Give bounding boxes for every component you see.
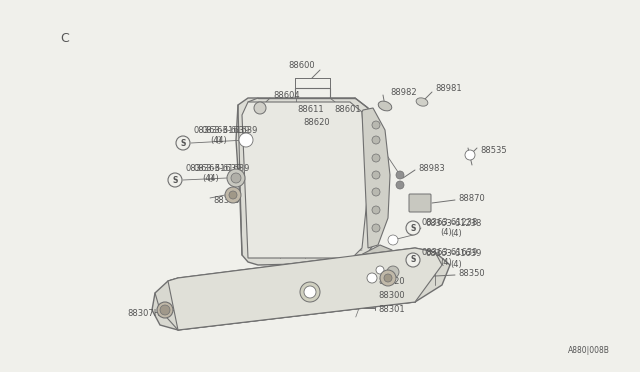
Circle shape — [168, 173, 182, 187]
Circle shape — [367, 273, 377, 283]
Circle shape — [239, 133, 253, 147]
Text: S: S — [410, 256, 416, 264]
Circle shape — [300, 282, 320, 302]
Circle shape — [229, 191, 237, 199]
Circle shape — [225, 187, 241, 203]
Text: 88981: 88981 — [435, 83, 461, 93]
Polygon shape — [242, 102, 368, 258]
Circle shape — [376, 266, 384, 274]
Text: 88870: 88870 — [458, 193, 484, 202]
Text: 88535: 88535 — [480, 145, 507, 154]
FancyBboxPatch shape — [409, 194, 431, 212]
Text: (4): (4) — [450, 228, 461, 237]
Text: 08363-61639: 08363-61639 — [185, 164, 241, 173]
Text: (4): (4) — [207, 173, 219, 183]
Circle shape — [304, 286, 316, 298]
Circle shape — [372, 206, 380, 214]
Circle shape — [160, 305, 170, 315]
Text: (4): (4) — [440, 228, 452, 237]
Circle shape — [406, 221, 420, 235]
Text: 88983: 88983 — [418, 164, 445, 173]
Text: 08363-61238: 08363-61238 — [425, 218, 481, 228]
Text: 88350: 88350 — [213, 196, 239, 205]
Circle shape — [387, 266, 399, 278]
Text: 88307H: 88307H — [127, 308, 160, 317]
Text: 88600: 88600 — [289, 61, 316, 70]
Polygon shape — [152, 248, 450, 330]
Circle shape — [396, 181, 404, 189]
Circle shape — [372, 188, 380, 196]
Text: 88982: 88982 — [390, 87, 417, 96]
Polygon shape — [168, 248, 442, 330]
Text: 08363-61639: 08363-61639 — [422, 247, 478, 257]
Circle shape — [372, 154, 380, 162]
Circle shape — [231, 173, 241, 183]
Text: S: S — [410, 224, 416, 232]
Text: 88601: 88601 — [334, 105, 360, 113]
Text: (4): (4) — [210, 135, 221, 144]
Polygon shape — [355, 245, 395, 285]
Circle shape — [380, 270, 396, 286]
Circle shape — [406, 253, 420, 267]
Text: 88300: 88300 — [378, 292, 404, 301]
Ellipse shape — [378, 101, 392, 111]
Circle shape — [372, 171, 380, 179]
Text: A880|008B: A880|008B — [568, 346, 610, 355]
Text: 88320: 88320 — [378, 278, 404, 286]
Text: 88350: 88350 — [458, 269, 484, 278]
Circle shape — [372, 121, 380, 129]
Text: 08363-61639: 08363-61639 — [425, 250, 481, 259]
Text: (4): (4) — [440, 257, 452, 266]
Circle shape — [465, 150, 475, 160]
Circle shape — [176, 136, 190, 150]
Text: 08363-61639: 08363-61639 — [201, 125, 257, 135]
Text: 08363-61238: 08363-61238 — [422, 218, 478, 227]
Polygon shape — [362, 262, 392, 295]
Text: 88301: 88301 — [378, 305, 404, 314]
Text: 08363-61639: 08363-61639 — [193, 125, 250, 135]
Circle shape — [384, 274, 392, 282]
Circle shape — [372, 136, 380, 144]
Ellipse shape — [416, 98, 428, 106]
Circle shape — [254, 102, 266, 114]
Text: (4): (4) — [450, 260, 461, 269]
Text: 88611: 88611 — [297, 105, 324, 113]
Text: (4): (4) — [215, 135, 227, 144]
Text: 88604: 88604 — [273, 90, 300, 99]
Polygon shape — [236, 98, 378, 265]
Text: S: S — [172, 176, 178, 185]
Text: (4): (4) — [202, 173, 214, 183]
Circle shape — [157, 302, 173, 318]
Text: 08363-61639: 08363-61639 — [193, 164, 250, 173]
Circle shape — [372, 224, 380, 232]
Polygon shape — [362, 108, 390, 248]
Circle shape — [396, 171, 404, 179]
Text: 88620: 88620 — [303, 118, 330, 126]
Circle shape — [388, 235, 398, 245]
Text: C: C — [60, 32, 68, 45]
Circle shape — [227, 169, 245, 187]
Text: S: S — [180, 138, 186, 148]
